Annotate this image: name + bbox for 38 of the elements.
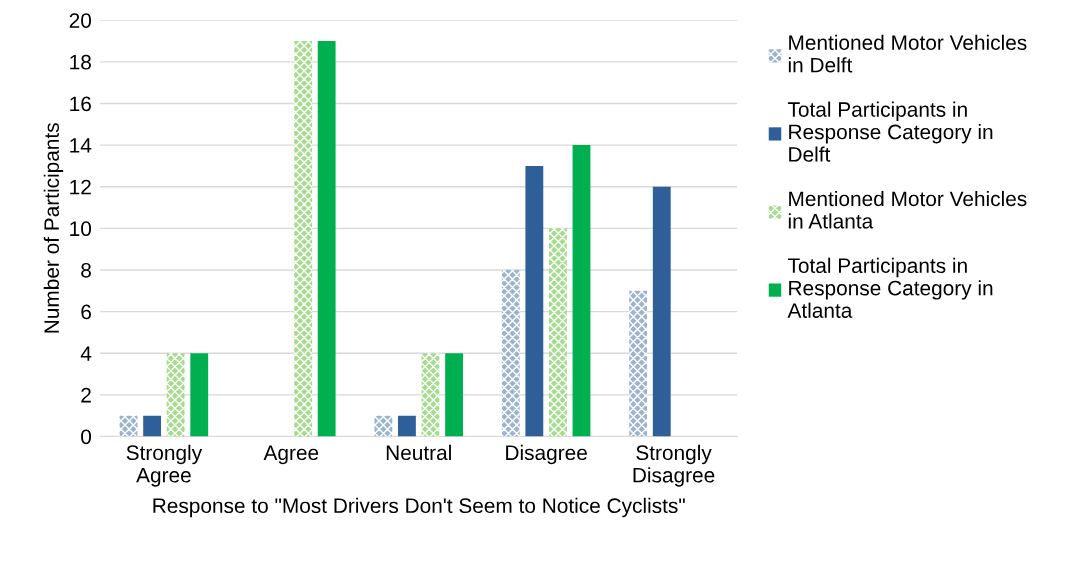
- legend-label: Mentioned Motor Vehicles in Atlanta: [788, 190, 1027, 229]
- x-tick-label: Strongly Disagree: [633, 444, 715, 487]
- bar: [398, 415, 416, 437]
- bar: [143, 415, 162, 437]
- x-axis-title: Response to "Most Drivers Don't Seem to Notice Cyclists": [153, 497, 685, 518]
- y-tick-label: 12: [70, 179, 91, 195]
- bar: [317, 41, 336, 437]
- y-tick-label: 16: [70, 96, 91, 112]
- y-tick-label: 2: [81, 387, 91, 403]
- y-tick-label: 6: [81, 304, 91, 320]
- bar: [445, 353, 463, 437]
- legend-label: Total Participants in Response Category in Delft: [787, 101, 993, 162]
- x-tick-label: Neutral: [386, 444, 451, 461]
- bar: [374, 415, 393, 437]
- legend-label: Total Participants in Response Category in Atlanta: [787, 257, 993, 318]
- bar: [119, 415, 138, 437]
- x-tick-label: Disagree: [506, 444, 587, 465]
- y-tick-label: 14: [70, 138, 92, 153]
- x-tick-label: Strongly Agree: [126, 444, 203, 487]
- bar: [501, 269, 520, 437]
- y-tick-label: 10: [70, 221, 92, 237]
- bar: [190, 353, 209, 437]
- bar: [294, 41, 313, 437]
- bar: [652, 186, 671, 437]
- bar: [629, 290, 648, 437]
- bar: [549, 228, 567, 437]
- bar: [572, 145, 591, 437]
- y-axis-title: Number of Participants: [43, 123, 64, 333]
- legend-label: Mentioned Motor Vehicles in Delft: [788, 34, 1027, 73]
- y-tick-label: 0: [81, 429, 92, 445]
- y-tick-label: 18: [70, 54, 91, 70]
- bar: [421, 353, 440, 437]
- y-tick-label: 8: [81, 262, 91, 278]
- bar: [166, 353, 185, 437]
- y-tick-label: 4: [80, 346, 92, 361]
- bar: [525, 165, 544, 437]
- x-tick-label: Agree: [263, 445, 319, 465]
- y-tick-label: 20: [69, 13, 92, 28]
